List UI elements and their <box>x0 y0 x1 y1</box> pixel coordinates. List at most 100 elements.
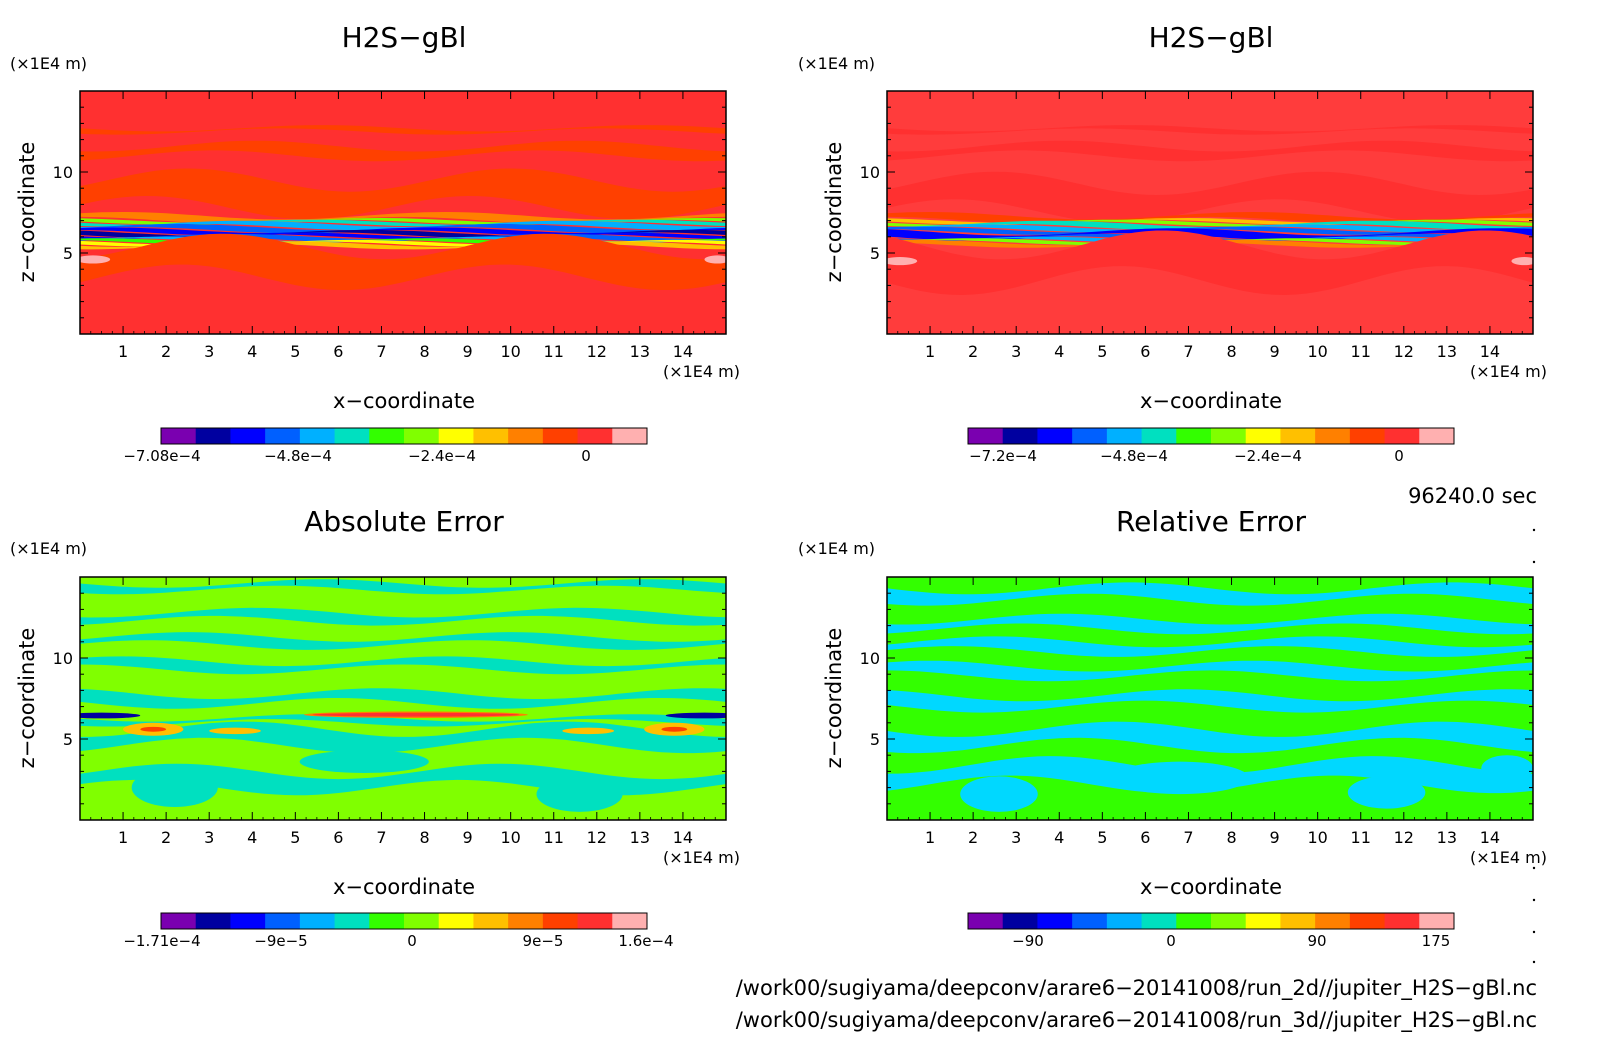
colorbar-segment <box>1037 913 1073 929</box>
z-unit-label: (×1E4 m) <box>798 54 875 73</box>
colorbar-segment <box>265 428 301 444</box>
contour-band <box>80 233 726 290</box>
colorbar-segment <box>968 913 1004 929</box>
contour-blob <box>209 727 261 735</box>
colorbar-segment <box>1211 913 1247 929</box>
x-tick-label: 5 <box>1097 342 1107 361</box>
x-tick-label: 10 <box>1307 342 1327 361</box>
colorbar-segment <box>542 913 579 929</box>
colorbar-tick: 0 <box>407 932 417 950</box>
contour-band <box>80 229 726 238</box>
contour-blob <box>1511 257 1533 266</box>
colorbar-tick: −9e−5 <box>254 932 307 950</box>
x-tick-label: 7 <box>376 342 386 361</box>
y-tick-label: 5 <box>63 244 73 263</box>
colorbar-segment <box>195 428 231 444</box>
colorbar-segment <box>1280 428 1316 444</box>
x-axis-label: x−coordinate <box>333 389 475 413</box>
contour-band <box>887 236 1533 244</box>
x-tick-label: 10 <box>1307 828 1327 847</box>
x-tick-label: 5 <box>1097 828 1107 847</box>
colorbar-tick: −4.8e−4 <box>1100 447 1168 465</box>
contour-blob <box>131 768 218 808</box>
z-unit-label: (×1E4 m) <box>798 539 875 558</box>
x-tick-label: 10 <box>500 342 520 361</box>
colorbar-segment <box>1349 428 1386 444</box>
colorbar-segment <box>230 913 266 929</box>
colorbar-segment <box>161 913 197 929</box>
colorbar-tick: −1.71e−4 <box>123 932 200 950</box>
x-tick-label: 3 <box>1011 828 1021 847</box>
x-tick-label: 12 <box>587 828 607 847</box>
colorbar-segment <box>438 913 474 929</box>
contour-band <box>80 168 726 220</box>
contour-band <box>887 218 1533 225</box>
panel-h2s-3d: H2S−gBl (×1E4 m) 1 2 3 4 5 6 7 8 9 10 11 12 13 14510 … <box>798 21 1547 465</box>
contour-band <box>80 632 726 650</box>
colorbar-segment <box>1176 913 1212 929</box>
contour-blob <box>1347 776 1426 809</box>
panel-title: Absolute Error <box>304 505 504 538</box>
x-tick-label: 9 <box>1270 828 1280 847</box>
contour-band <box>887 219 1533 227</box>
x-tick-label: 13 <box>630 828 650 847</box>
colorbar-segment <box>1176 428 1212 444</box>
x-tick-label: 13 <box>1437 828 1457 847</box>
x-unit-label: (×1E4 m) <box>1470 362 1547 381</box>
colorbar-segment <box>161 428 197 444</box>
panel-absolute-error: Absolute Error (×1E4 m) 1 2 3 4 5 6 7 8 9 10 11 12 1… <box>10 505 740 950</box>
x-tick-label: 9 <box>463 828 473 847</box>
colorbar-segment <box>1211 428 1247 444</box>
colorbar-segment <box>334 913 370 929</box>
x-tick-label: 1 <box>925 342 935 361</box>
x-tick-label: 9 <box>1270 342 1280 361</box>
contour-band <box>887 228 1533 241</box>
contour-band <box>887 689 1533 713</box>
colorbar-segment <box>1072 428 1108 444</box>
colorbar-segment <box>1349 913 1386 929</box>
colorbar-tick: 0 <box>1166 932 1176 950</box>
colorbar-segment <box>1002 913 1038 929</box>
contour-band <box>887 230 1533 295</box>
contour-blob <box>80 255 111 264</box>
contour-band <box>80 579 726 595</box>
x-unit-label: (×1E4 m) <box>1470 848 1547 867</box>
x-tick-label: 4 <box>247 342 257 361</box>
colorbar-segment <box>968 428 1004 444</box>
x-tick-label: 5 <box>290 342 300 361</box>
colorbar <box>967 427 1455 445</box>
x-tick-label: 8 <box>419 342 429 361</box>
colorbar-tick: −4.8e−4 <box>264 447 332 465</box>
colorbar <box>967 912 1455 930</box>
colorbar-segment <box>473 913 509 929</box>
x-tick-label: 2 <box>161 342 171 361</box>
contour-band <box>887 239 1533 248</box>
y-tick-label: 10 <box>53 649 73 668</box>
x-tick-label: 7 <box>376 828 386 847</box>
x-tick-label: 9 <box>463 342 473 361</box>
x-tick-label: 14 <box>1480 342 1500 361</box>
colorbar-segment <box>508 428 544 444</box>
file-path-2d: /work00/sugiyama/deepconv/arare6−2014100… <box>736 976 1537 1001</box>
colorbar-frame <box>967 427 1455 445</box>
x-tick-label: 4 <box>247 828 257 847</box>
y-tick-label: 10 <box>860 649 880 668</box>
heatmap-field <box>80 577 726 820</box>
contour-band <box>887 660 1533 682</box>
contour-band <box>80 218 726 225</box>
x-tick-label: 3 <box>204 828 214 847</box>
contour-band <box>80 219 726 227</box>
colorbar-segment <box>577 913 613 929</box>
x-tick-label: 12 <box>1394 342 1414 361</box>
contour-band <box>887 238 1533 245</box>
colorbar-segment <box>508 913 544 929</box>
colorbar-segment <box>369 913 405 929</box>
margin-dots <box>1532 528 1536 964</box>
contour-blob <box>887 257 918 266</box>
colorbar-segment <box>265 913 301 929</box>
time-label: 96240.0 sec <box>1408 484 1537 508</box>
colorbar-tick: −2.4e−4 <box>1234 447 1302 465</box>
panel-relative-error: Relative Error (×1E4 m) 1 2 3 4 5 6 7 8 9 10 11 12 1… <box>798 505 1547 950</box>
